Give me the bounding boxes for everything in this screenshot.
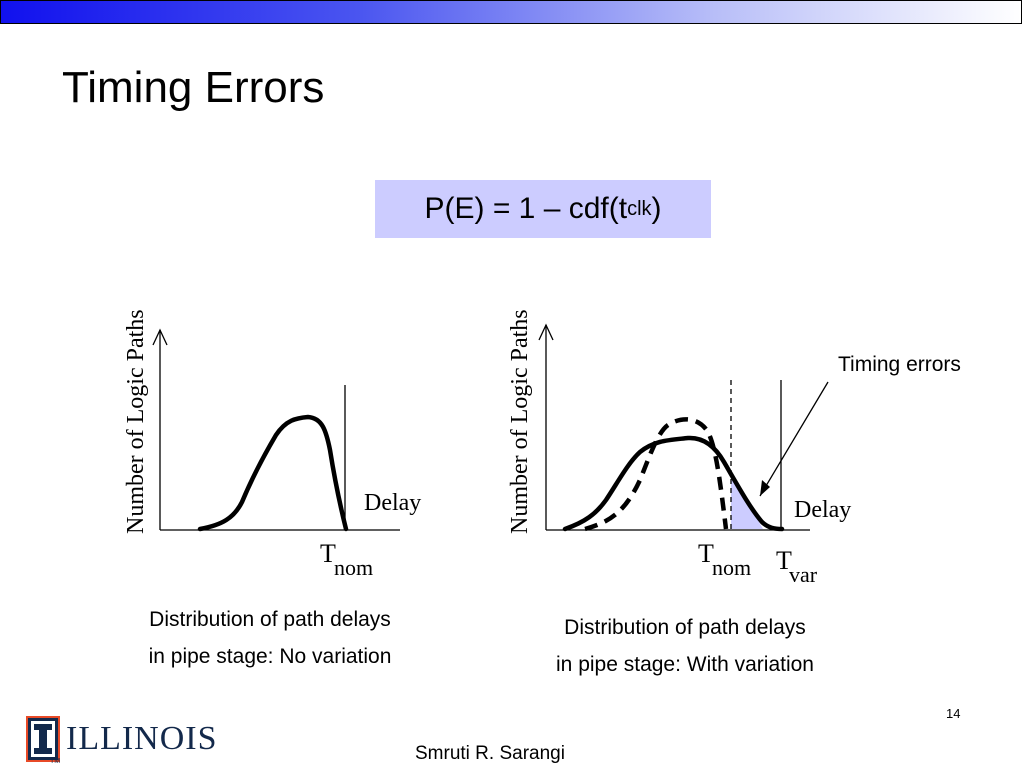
logo-wordmark: ILLINOIS [66, 720, 218, 757]
formula-subscript: clk [627, 197, 652, 220]
top-banner [0, 0, 1022, 24]
right-tnom-base: T [698, 539, 714, 568]
left-caption-line-1: Distribution of path delays [149, 608, 391, 631]
right-variation-solid-curve [562, 435, 785, 532]
right-tvar-sub: var [789, 562, 818, 587]
timing-errors-arrowhead [760, 480, 770, 496]
left-y-axis-label: Number of Logic Paths [123, 309, 149, 534]
page-number: 14 [946, 706, 961, 721]
logo-trademark: TM [50, 758, 61, 765]
right-y-axis-label: Number of Logic Paths [507, 309, 533, 534]
right-y-axis-arrow [538, 323, 554, 341]
right-tvar-base: T [776, 546, 792, 575]
illinois-block-i-icon [26, 716, 60, 762]
left-diagram: Number of Logic Paths Delay T nom [123, 309, 421, 580]
right-caption-line-2: in pipe stage: With variation [556, 653, 814, 676]
left-y-axis-arrow [152, 328, 168, 346]
right-tnom-sub: nom [712, 555, 751, 580]
left-tnom-base: T [320, 539, 336, 568]
illinois-logo: ILLINOIS TM [26, 714, 226, 768]
left-caption-line-2: in pipe stage: No variation [148, 645, 392, 668]
timing-errors-label: Timing errors [838, 353, 961, 376]
left-x-axis-label: Delay [364, 490, 421, 516]
author-name: Smruti R. Sarangi [415, 743, 565, 764]
right-diagram: Number of Logic Paths Delay Timing error… [507, 309, 961, 587]
left-caption: Distribution of path delays in pipe stag… [110, 601, 430, 675]
formula-close: ) [651, 192, 662, 225]
left-delay-distribution-curve [197, 414, 349, 532]
right-x-axis-label: Delay [794, 497, 851, 523]
right-nominal-dashed-curve [584, 417, 729, 532]
formula-main: P(E) = 1 – cdf(t [424, 192, 628, 225]
left-tnom-sub: nom [334, 555, 373, 580]
formula-box: P(E) = 1 – cdf(t clk) [375, 180, 711, 238]
right-caption: Distribution of path delays in pipe stag… [520, 609, 850, 683]
timing-errors-pointer-arrow [759, 381, 829, 497]
right-caption-line-1: Distribution of path delays [564, 616, 806, 639]
slide-title: Timing Errors [62, 63, 325, 112]
